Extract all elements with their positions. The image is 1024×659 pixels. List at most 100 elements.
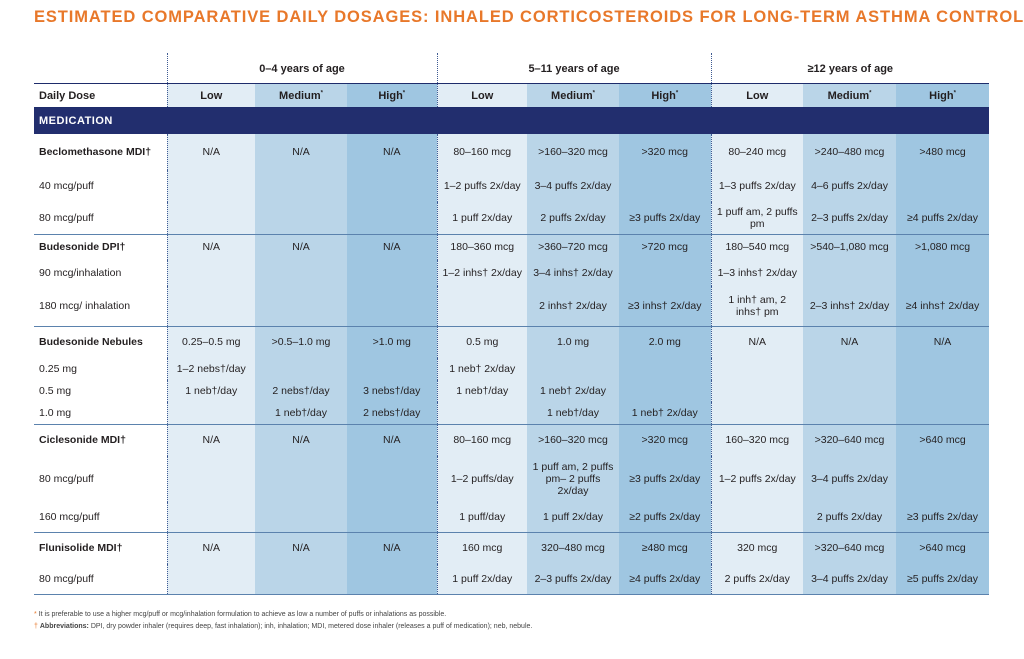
dose-level-low: Low (166, 83, 255, 108)
asterisk-mark: * (592, 89, 595, 96)
row-label: 90 mcg/inhalation (34, 260, 167, 286)
dose-cell (255, 358, 347, 380)
dose-cell: 3–4 puffs 2x/day (803, 456, 897, 502)
dose-cell: 1.0 mg (527, 326, 619, 358)
formulation-row: 160 mcg/puff 1 puff/day 1 puff 2x/day ≥2 pu… (34, 502, 990, 533)
dose-cell: N/A (166, 134, 255, 170)
row-label: 1.0 mg (34, 402, 167, 425)
dose-cell: 320–480 mcg (527, 532, 619, 564)
dose-cell: 80–240 mcg (710, 134, 804, 170)
dose-cell (255, 456, 347, 502)
medication-header: MEDICATION (34, 107, 990, 134)
footnote-star: * It is preferable to use a higher mcg/p… (34, 611, 446, 618)
dose-cell: ≥4 puffs 2x/day (619, 564, 712, 595)
dose-cell: 0.25–0.5 mg (166, 326, 255, 358)
dose-cell: >0.5–1.0 mg (255, 326, 347, 358)
dose-cell: 1 inh† am, 2 inhs† pm (710, 286, 804, 327)
dose-level-header-row: Daily Dose Low Medium* High* Low Medium* High… (34, 83, 990, 108)
dose-cell (255, 202, 347, 235)
row-label: Budesonide Nebules (34, 326, 167, 358)
medication-row: Budesonide DPI† N/A N/A N/A 180–360 mcg >360–… (34, 234, 990, 260)
dose-cell: N/A (166, 424, 255, 456)
page-title: ESTIMATED COMPARATIVE DAILY DOSAGES: INH… (34, 8, 1024, 26)
dose-cell: 1 neb†/day (255, 402, 347, 425)
formulation-row: 90 mcg/inhalation 1–2 inhs† 2x/day 3–4 inh… (34, 260, 990, 286)
formulation-row: 0.25 mg 1–2 nebs†/day 1 neb† 2x/day (34, 358, 990, 380)
dose-cell: ≥480 mcg (619, 532, 712, 564)
dose-cell (619, 170, 712, 202)
dose-cell: 2–3 inhs† 2x/day (803, 286, 897, 327)
dose-cell (896, 380, 990, 402)
dose-cell (166, 202, 255, 235)
dose-cell (166, 456, 255, 502)
dose-level-label: Low (471, 89, 494, 102)
dose-cell (896, 260, 990, 286)
row-label: Ciclesonide MDI† (34, 424, 167, 456)
dose-cell: ≥3 inhs† 2x/day (619, 286, 712, 327)
dose-cell: 80–160 mcg (436, 424, 527, 456)
dose-cell: 1–2 puffs 2x/day (436, 170, 527, 202)
dose-cell: ≥2 puffs 2x/day (619, 502, 712, 533)
dose-cell: >720 mcg (619, 234, 712, 260)
dose-cell: 1 puff 2x/day (527, 502, 619, 533)
dose-cell: ≥3 puffs 2x/day (896, 502, 990, 533)
dose-cell: 1–2 puffs/day (436, 456, 527, 502)
dose-cell: >1,080 mcg (896, 234, 990, 260)
dose-cell (436, 286, 527, 327)
dose-cell: 1–2 puffs 2x/day (710, 456, 804, 502)
row-label: 0.25 mg (34, 358, 167, 380)
dose-cell: 1 neb†/day (436, 380, 527, 402)
dose-cell: 2–3 puffs 2x/day (527, 564, 619, 595)
dose-cell (166, 402, 255, 425)
asterisk-mark: * (402, 89, 406, 96)
dose-cell: 1 puff/day (436, 502, 527, 533)
footnote-star-text: It is preferable to use a higher mcg/puf… (38, 611, 447, 618)
dose-cell (803, 380, 897, 402)
row-label: Flunisolide MDI† (34, 532, 167, 564)
dose-cell: 1 neb†/day (166, 380, 255, 402)
formulation-row: 180 mcg/ inhalation 2 inhs† 2x/day ≥3 inhs… (34, 286, 990, 327)
dose-cell: 1–2 inhs† 2x/day (436, 260, 527, 286)
dose-cell: >160–320 mcg (527, 424, 619, 456)
dose-cell: >240–480 mcg (803, 134, 897, 170)
dose-cell: N/A (347, 134, 437, 170)
dose-cell: 180–360 mcg (436, 234, 527, 260)
dose-cell: 2–3 puffs 2x/day (803, 202, 897, 235)
dose-level-label: Medium (551, 89, 593, 102)
dose-cell (619, 380, 712, 402)
dose-cell: 320 mcg (710, 532, 804, 564)
dose-cell: >320 mcg (619, 134, 712, 170)
dose-cell: >540–1,080 mcg (803, 234, 897, 260)
dose-cell: ≥4 inhs† 2x/day (896, 286, 990, 327)
age-corner (34, 53, 167, 84)
dose-level-label: Low (200, 89, 223, 102)
dose-cell: 1 puff 2x/day (436, 564, 527, 595)
dose-cell (896, 170, 990, 202)
dose-cell (347, 358, 437, 380)
dose-cell: N/A (255, 234, 347, 260)
dose-cell: >360–720 mcg (527, 234, 619, 260)
daily-dose-label: Daily Dose (34, 83, 167, 108)
dose-cell: 1 neb† 2x/day (527, 380, 619, 402)
dose-cell: 1 neb†/day (527, 402, 619, 425)
dose-cell: N/A (166, 234, 255, 260)
dose-cell: 1–3 puffs 2x/day (710, 170, 804, 202)
medication-band: MEDICATION (34, 107, 990, 134)
dose-cell: 2 inhs† 2x/day (527, 286, 619, 327)
dose-cell: 1–2 nebs†/day (166, 358, 255, 380)
dose-cell (710, 502, 804, 533)
dose-cell: 160–320 mcg (710, 424, 804, 456)
dose-cell: 4–6 puffs 2x/day (803, 170, 897, 202)
dose-cell: N/A (896, 326, 990, 358)
dose-cell (347, 202, 437, 235)
dose-cell: 3–4 puffs 2x/day (803, 564, 897, 595)
dose-cell: N/A (255, 134, 347, 170)
dose-cell (896, 358, 990, 380)
dose-cell (347, 456, 437, 502)
dose-level-label: Medium (827, 89, 870, 102)
asterisk-mark: * (675, 89, 679, 96)
dose-level-medium: Medium* (255, 83, 347, 108)
age-group-12-plus: ≥12 years of age (710, 53, 990, 84)
dose-cell (347, 286, 437, 327)
dose-cell (166, 286, 255, 327)
